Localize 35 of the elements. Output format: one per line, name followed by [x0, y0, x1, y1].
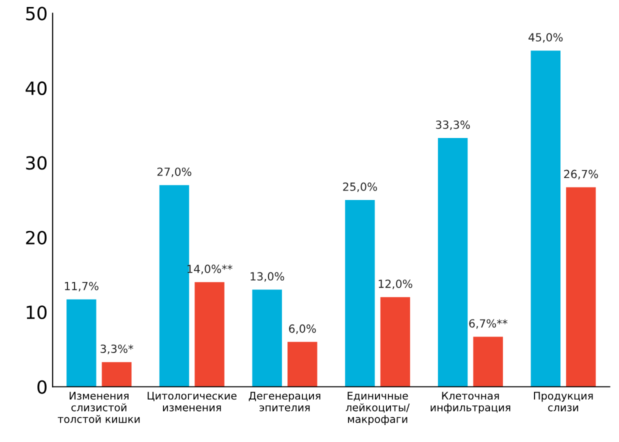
data-label: 26,7%	[564, 170, 598, 180]
bar	[566, 187, 596, 387]
data-label: 13,0%	[250, 272, 284, 282]
bar	[66, 299, 96, 387]
bar	[473, 336, 503, 387]
y-tick-label: 0	[37, 380, 47, 394]
y-tick-label: 10	[26, 306, 47, 320]
data-label: 25,0%	[343, 182, 377, 192]
data-label: 3,3%*	[100, 344, 134, 354]
bar	[530, 50, 561, 387]
x-tick-label: Цитологические изменения	[148, 392, 236, 412]
y-tick-label: 30	[26, 156, 47, 170]
x-tick-label: Клеточная инфильтрация	[430, 392, 510, 414]
bar	[252, 290, 282, 387]
data-label: 6,0%	[289, 324, 316, 334]
y-tick-label: 50	[26, 6, 47, 20]
bar	[345, 200, 375, 387]
x-tick-label: Продукция слизи	[534, 392, 593, 412]
y-tick-label: 20	[26, 230, 47, 244]
data-label: 33,3%	[436, 120, 470, 130]
bar	[288, 342, 318, 387]
data-label: 12,0%	[378, 280, 412, 290]
bar	[159, 185, 190, 387]
bar	[438, 138, 468, 387]
bar	[194, 282, 224, 387]
data-label: 27,0%	[157, 168, 192, 178]
x-tick-label: Единичные лейкоциты/ макрофаги	[346, 392, 410, 426]
x-tick-label: Изменения слизистой толстой кишки	[58, 392, 140, 424]
bar	[380, 297, 410, 387]
data-label: 11,7%	[64, 282, 98, 292]
bar	[102, 362, 132, 387]
data-label: 45,0%	[528, 33, 563, 43]
y-tick-label: 40	[26, 81, 47, 96]
data-label: 6,7%**	[469, 319, 508, 329]
x-tick-label: Дегенерация эпителия	[248, 392, 320, 412]
